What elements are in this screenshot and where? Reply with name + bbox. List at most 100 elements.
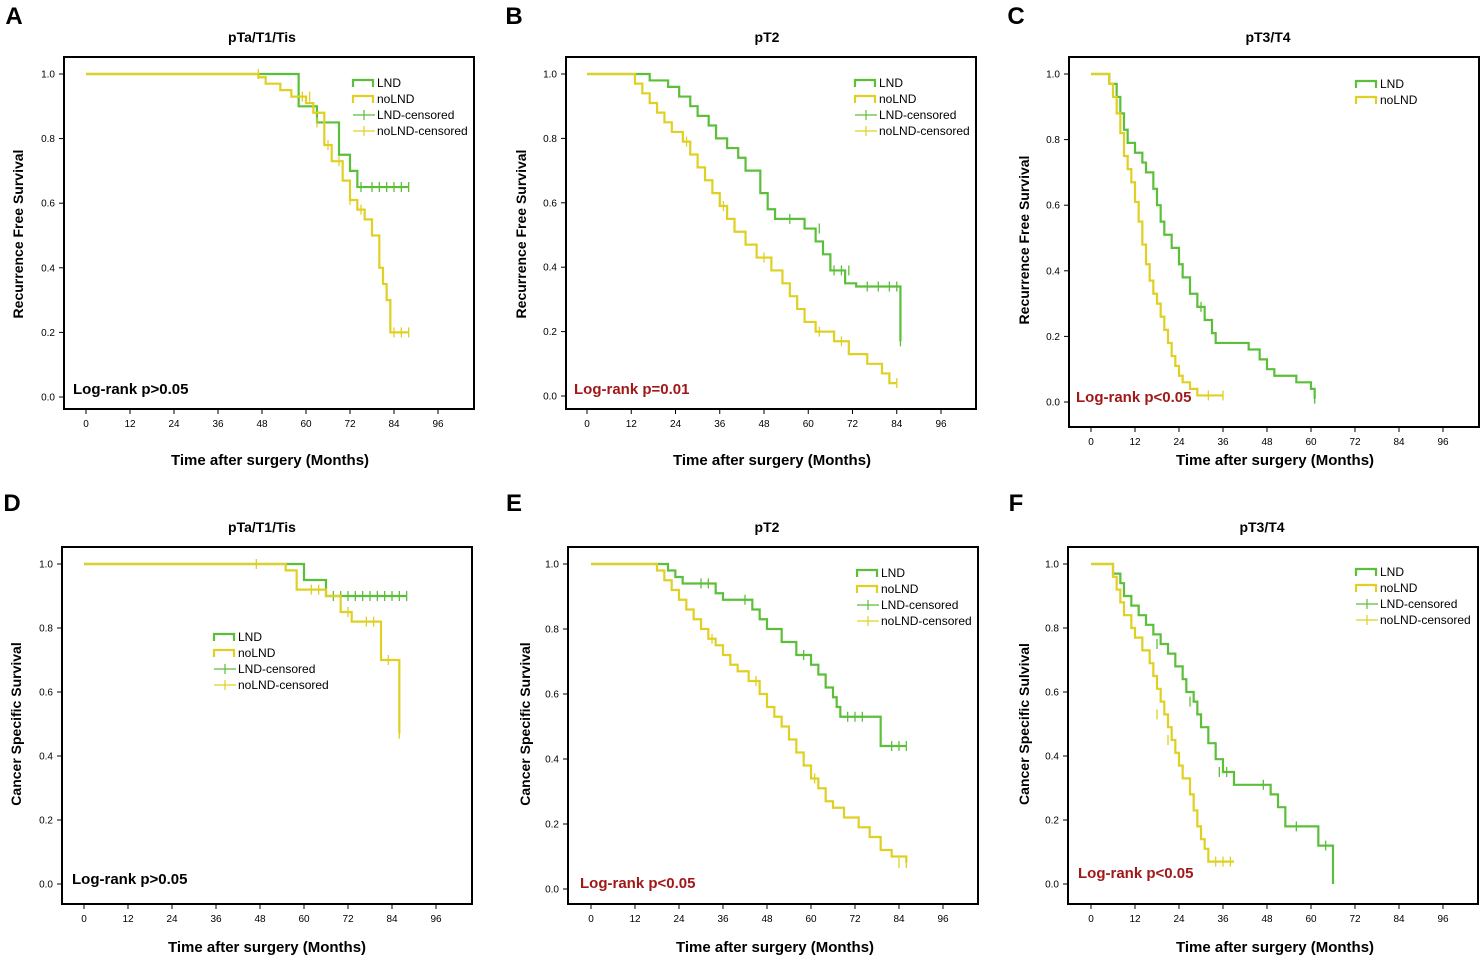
survival-curve-lnd: [1091, 562, 1335, 884]
x-tick-label: 48: [761, 914, 773, 925]
x-tick-label: 72: [342, 914, 354, 925]
panel-letter: B: [505, 3, 522, 30]
legend-swatch: [855, 584, 879, 593]
panel-letter: D: [3, 490, 20, 517]
y-tick-label: 0.0: [543, 392, 557, 403]
x-tick-label: 48: [1261, 914, 1273, 925]
legend-label: noLND: [879, 92, 917, 106]
y-tick-label: 0.0: [41, 393, 55, 404]
x-tick-label: 60: [300, 419, 312, 430]
y-tick-label: 0.0: [545, 885, 559, 896]
legend-swatch: [351, 78, 375, 87]
x-tick-label: 24: [673, 914, 685, 925]
x-tick-label: 48: [256, 419, 268, 430]
x-tick-label: 48: [254, 914, 266, 925]
legend-label: noLND-censored: [879, 124, 970, 138]
x-tick-label: 84: [1393, 437, 1405, 448]
x-tick-label: 36: [210, 914, 222, 925]
survival-curve-nolnd: [1091, 562, 1234, 863]
chart-title: pT3/T4: [1245, 29, 1290, 45]
x-tick-label: 72: [847, 419, 859, 430]
x-tick-label: 84: [893, 914, 905, 925]
y-axis-label: Cancer Specific Survival: [8, 642, 24, 805]
chart-title: pT2: [755, 29, 780, 45]
x-tick-label: 60: [805, 914, 817, 925]
survival-curve-nolnd: [1091, 72, 1223, 397]
panel-letter: F: [1009, 490, 1024, 517]
y-tick-label: 0.8: [545, 625, 559, 636]
logrank-annotation: Log-rank p>0.05: [73, 381, 188, 398]
panel-letter: A: [5, 3, 22, 30]
legend-label: noLND-censored: [377, 124, 468, 138]
survival-curve-lnd: [84, 562, 407, 598]
x-tick-label: 0: [1088, 437, 1094, 448]
legend-label: LND-censored: [1380, 597, 1457, 611]
x-tick-label: 96: [430, 914, 442, 925]
y-axis-label: Recurrence Free Survival: [1016, 156, 1032, 325]
survival-curve-lnd: [1091, 72, 1316, 399]
y-tick-label: 0.8: [39, 624, 53, 635]
x-tick-label: 96: [935, 419, 947, 430]
legend-label: LND: [1380, 77, 1404, 91]
logrank-annotation: Log-rank p>0.05: [72, 871, 187, 888]
legend-label: LND: [881, 566, 905, 580]
legend-label: LND: [879, 76, 903, 90]
y-axis-label: Cancer Specific Sulvival: [1016, 643, 1032, 805]
y-axis-label: Recurrence Free Survival: [513, 150, 529, 319]
survival-curve-lnd: [86, 72, 409, 189]
y-tick-label: 0.2: [41, 328, 55, 339]
survival-curve-lnd: [587, 72, 902, 342]
x-tick-label: 24: [1173, 437, 1185, 448]
x-tick-label: 12: [626, 419, 638, 430]
x-tick-label: 60: [298, 914, 310, 925]
x-tick-label: 84: [386, 914, 398, 925]
legend-label: noLND: [881, 582, 919, 596]
y-tick-label: 0.2: [39, 816, 53, 827]
x-axis-label: Time after surgery (Months): [1176, 452, 1374, 469]
survival-curve-nolnd: [591, 562, 908, 863]
plot-frame: [1068, 56, 1480, 428]
y-tick-label: 0.6: [41, 199, 55, 210]
y-tick-label: 1.0: [1045, 560, 1059, 571]
survival-curve-lnd: [591, 562, 907, 748]
y-tick-label: 0.4: [545, 755, 559, 766]
legend-label: LND-censored: [377, 108, 454, 122]
x-tick-label: 48: [758, 419, 770, 430]
y-tick-label: 1.0: [543, 70, 557, 81]
x-axis-label: Time after surgery (Months): [676, 939, 874, 956]
legend-label: noLND-censored: [238, 678, 329, 692]
y-tick-label: 0.6: [545, 690, 559, 701]
plot-frame: [565, 56, 977, 410]
x-axis-label: Time after surgery (Months): [673, 452, 871, 469]
x-tick-label: 72: [1349, 437, 1361, 448]
x-tick-label: 0: [83, 419, 89, 430]
panel-letter: E: [506, 490, 522, 517]
legend-label: LND-censored: [881, 598, 958, 612]
y-tick-label: 1.0: [1046, 70, 1060, 81]
legend-label: LND: [1380, 565, 1404, 579]
legend-label: noLND: [238, 646, 276, 660]
chart-title: pTa/T1/Tis: [228, 519, 296, 535]
panel-letter: C: [1007, 3, 1024, 30]
chart-title: pT3/T4: [1239, 519, 1284, 535]
x-tick-label: 12: [629, 914, 641, 925]
plot-frame: [63, 56, 475, 410]
x-tick-label: 36: [1217, 437, 1229, 448]
x-tick-label: 72: [344, 419, 356, 430]
legend-label: noLND: [1380, 93, 1418, 107]
y-tick-label: 0.6: [1046, 201, 1060, 212]
y-tick-label: 0.2: [545, 820, 559, 831]
y-axis-label: Recurrence Free Survival: [10, 150, 26, 319]
logrank-annotation: Log-rank p<0.05: [1076, 389, 1191, 406]
x-tick-label: 96: [937, 914, 949, 925]
x-tick-label: 72: [849, 914, 861, 925]
plot-frame: [1067, 546, 1479, 905]
legend-swatch: [853, 94, 877, 103]
x-tick-label: 36: [717, 914, 729, 925]
legend-swatch: [855, 568, 879, 577]
x-tick-label: 96: [1437, 914, 1449, 925]
